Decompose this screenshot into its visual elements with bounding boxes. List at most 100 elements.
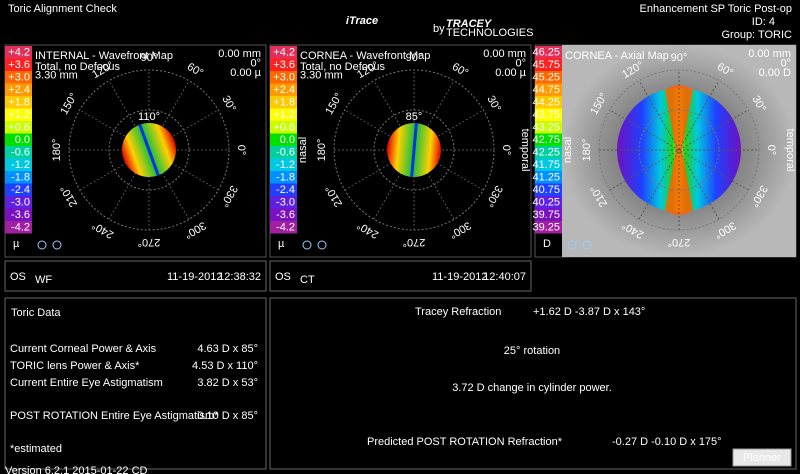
scale-label: -3.6 bbox=[11, 209, 30, 221]
scale-label: +2.4 bbox=[273, 84, 295, 96]
zoom-button[interactable] bbox=[302, 240, 312, 250]
map-info: 3.30 mm bbox=[300, 69, 343, 81]
scale-cell bbox=[535, 108, 562, 121]
row-value: 4.53 D x 110° bbox=[192, 360, 258, 372]
scale-cell bbox=[270, 171, 297, 184]
eye: OS bbox=[275, 271, 291, 283]
scale-cell bbox=[270, 96, 297, 109]
wavefront-map bbox=[387, 122, 441, 178]
map-title: CORNEA - Axial Map bbox=[565, 50, 669, 62]
scale-cell bbox=[270, 83, 297, 96]
map-stat: 0° bbox=[515, 57, 526, 69]
scale-label: 41.75 bbox=[532, 159, 560, 171]
scale-label: -1.8 bbox=[11, 171, 30, 183]
scale-label: -2.4 bbox=[11, 184, 30, 196]
scale-label: 44.25 bbox=[532, 96, 560, 108]
planner-button[interactable] bbox=[732, 448, 792, 467]
predicted-label: Predicted POST ROTATION Refraction* bbox=[367, 436, 563, 448]
zoom-button[interactable] bbox=[52, 240, 62, 250]
scale-cell bbox=[535, 158, 562, 171]
scale-cell bbox=[535, 221, 562, 234]
zoom-button[interactable] bbox=[567, 240, 577, 250]
version: Version 6.2.1 2015-01-22 CD bbox=[5, 465, 148, 474]
scale-cell bbox=[535, 121, 562, 134]
logo: iTrace bbox=[346, 15, 378, 27]
ring-label: 180° bbox=[581, 139, 593, 162]
scale-cell bbox=[5, 83, 32, 96]
scale-label: 40.25 bbox=[532, 196, 560, 208]
scale-label: 43.75 bbox=[532, 109, 560, 121]
planner-label: Planner bbox=[743, 452, 781, 464]
scale-label: -2.4 bbox=[276, 184, 295, 196]
scale-cell bbox=[270, 146, 297, 159]
axis-line bbox=[410, 122, 418, 178]
scale-label: 39.75 bbox=[532, 209, 560, 221]
status-bar bbox=[4, 260, 267, 292]
date: 11-19-2012 bbox=[167, 271, 222, 283]
side-label: nasal bbox=[297, 137, 309, 163]
map-stat: 0.00 µ bbox=[495, 67, 526, 79]
row-label: Current Entire Eye Astigmatism bbox=[10, 377, 163, 389]
scale-cell bbox=[5, 58, 32, 71]
ring-label: 0° bbox=[500, 145, 512, 156]
scale-cell bbox=[5, 96, 32, 109]
scale-cell bbox=[270, 208, 297, 221]
scale-label: +1.8 bbox=[8, 96, 30, 108]
scale-label: -3.6 bbox=[276, 209, 295, 221]
scale-unit: D bbox=[543, 238, 551, 250]
side-label: temporal bbox=[519, 129, 531, 172]
zoom-button[interactable] bbox=[317, 240, 327, 250]
ring-label: 90° bbox=[406, 52, 423, 64]
cylinder-change: 3.72 D change in cylinder power. bbox=[452, 382, 612, 394]
scale-cell bbox=[270, 133, 297, 146]
ring-label: 270° bbox=[403, 236, 426, 248]
axis-label: 110° bbox=[138, 111, 160, 123]
scale-label: -1.2 bbox=[276, 159, 295, 171]
scale-label: 43.25 bbox=[532, 121, 560, 133]
map-title: CORNEA - Wavefront Map bbox=[300, 50, 430, 62]
scale-cell bbox=[535, 133, 562, 146]
map-stat: 0.00 mm bbox=[748, 48, 791, 60]
scale-cell bbox=[270, 121, 297, 134]
scale-cell bbox=[270, 58, 297, 71]
scale-cell bbox=[270, 158, 297, 171]
status-bar bbox=[269, 260, 532, 292]
eye: OS bbox=[10, 271, 26, 283]
predicted: -0.27 D -0.10 D x 175° bbox=[612, 436, 722, 448]
scale-label: +3.6 bbox=[8, 59, 30, 71]
row-value: 3.82 D x 53° bbox=[197, 377, 258, 389]
scale-label: +4.2 bbox=[8, 46, 30, 58]
ring-label: 0° bbox=[235, 145, 247, 156]
scale-cell bbox=[5, 183, 32, 196]
scale-cell bbox=[5, 108, 32, 121]
scale-unit: µ bbox=[278, 238, 285, 250]
app-title: Toric Alignment Check bbox=[8, 3, 117, 15]
side-label: nasal bbox=[562, 137, 574, 163]
row-label: Current Corneal Power & Axis bbox=[10, 343, 157, 355]
zoom-button[interactable] bbox=[582, 240, 592, 250]
axis-label: 85° bbox=[406, 111, 423, 123]
scale-cell bbox=[535, 83, 562, 96]
scale-cell bbox=[5, 221, 32, 234]
row-value: 0.10 D x 85° bbox=[197, 410, 258, 422]
zoom-button[interactable] bbox=[37, 240, 47, 250]
scale-cell bbox=[270, 46, 297, 59]
time: 12:40:07 bbox=[483, 271, 526, 283]
scale-label: -0.6 bbox=[11, 146, 30, 158]
scale-cell bbox=[270, 108, 297, 121]
scale-label: +3.6 bbox=[273, 59, 295, 71]
map-stat: 0.00 µ bbox=[230, 67, 261, 79]
scale-label: +1.2 bbox=[8, 109, 30, 121]
scale-cell bbox=[5, 71, 32, 84]
scale-label: +2.4 bbox=[8, 84, 30, 96]
scale-label: -1.8 bbox=[276, 171, 295, 183]
brand-sub: TECHNOLOGIES bbox=[446, 27, 533, 39]
scale-label: +3.0 bbox=[8, 71, 30, 83]
map-title: INTERNAL - Wavefront Map bbox=[35, 50, 173, 62]
scale-cell bbox=[535, 146, 562, 159]
scale-label: 45.75 bbox=[532, 59, 560, 71]
source: CT bbox=[300, 274, 315, 286]
map-stat: 0.00 D bbox=[759, 67, 791, 79]
scale-cell bbox=[270, 221, 297, 234]
